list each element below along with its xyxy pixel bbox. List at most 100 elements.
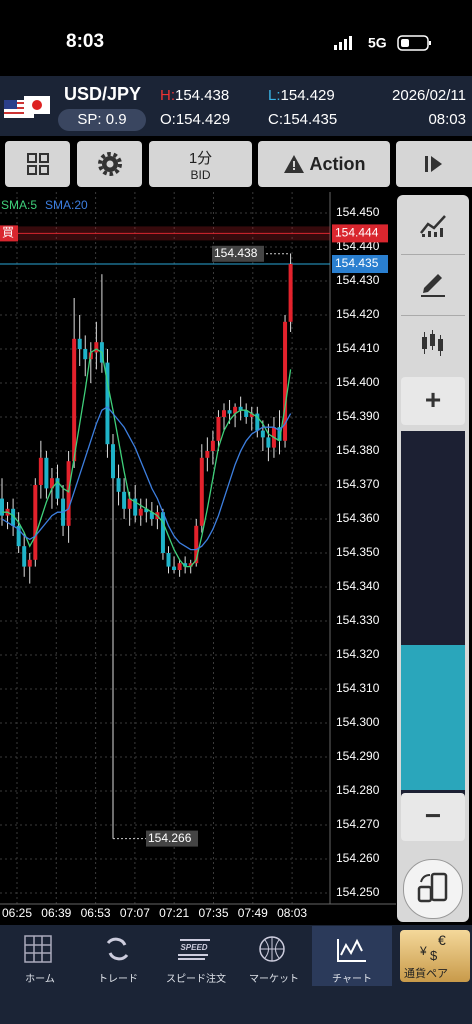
y-tick-label: 154.400 bbox=[336, 375, 380, 389]
pair-button[interactable]: € ¥ $ 通貨ペア bbox=[400, 930, 470, 982]
sma-line bbox=[1, 405, 292, 551]
candle-body bbox=[183, 563, 188, 567]
tab[interactable]: スピード注文 bbox=[166, 974, 226, 985]
candle-body bbox=[144, 508, 149, 513]
tab[interactable]: マーケット bbox=[249, 974, 299, 985]
high-value: 154.438 bbox=[175, 87, 230, 104]
y-tick-label: 154.450 bbox=[336, 205, 380, 219]
tab[interactable]: ホーム bbox=[25, 974, 55, 985]
candle-body bbox=[288, 264, 293, 322]
high-marker: 154.438 bbox=[214, 246, 258, 260]
x-tick-label: 08:03 bbox=[277, 906, 307, 920]
spread-label: SP: bbox=[77, 111, 102, 128]
low-marker-bg bbox=[146, 830, 198, 847]
action-label: Action bbox=[309, 153, 366, 174]
x-tick-label: 07:07 bbox=[120, 906, 150, 920]
legend-entry: SMA:5 bbox=[1, 198, 37, 212]
indicator-icon[interactable] bbox=[419, 211, 447, 239]
candle-body bbox=[49, 478, 54, 489]
pair-button-label: 通貨ペア bbox=[404, 968, 448, 980]
date: 2026/02/11 bbox=[392, 87, 466, 104]
candle-body bbox=[210, 440, 215, 451]
candle-body bbox=[105, 362, 110, 445]
candle-body bbox=[188, 563, 193, 567]
buy-price-bg bbox=[332, 224, 388, 243]
candle-body bbox=[33, 485, 38, 560]
y-tick-label: 154.390 bbox=[336, 409, 380, 423]
candle-body bbox=[283, 321, 288, 441]
legend-entry: SMA:20 bbox=[45, 198, 88, 212]
status-icons: 5G bbox=[334, 35, 431, 51]
low-value: 154.429 bbox=[280, 87, 335, 104]
pair-icon-yen: ¥ bbox=[420, 944, 427, 958]
candle-body bbox=[138, 508, 143, 516]
action-button[interactable]: Action bbox=[258, 141, 390, 187]
x-tick-label: 06:53 bbox=[81, 906, 111, 920]
open-value: 154.429 bbox=[175, 111, 231, 128]
pair-name: USD/JPY bbox=[64, 84, 142, 104]
candle-body bbox=[166, 553, 171, 567]
y-tick-label: 154.280 bbox=[336, 783, 380, 797]
draw-icon[interactable] bbox=[419, 269, 447, 297]
rotate-button[interactable] bbox=[403, 859, 463, 919]
tab[interactable]: トレード bbox=[98, 974, 138, 985]
status-time: 8:03 bbox=[66, 31, 105, 52]
y-tick-label: 154.420 bbox=[336, 307, 380, 321]
candle-body bbox=[238, 406, 243, 411]
sma-line bbox=[2, 348, 292, 568]
candle-body bbox=[177, 563, 182, 570]
current-price-bg bbox=[332, 255, 388, 273]
high-marker-bg bbox=[212, 245, 264, 262]
y-tick-label: 154.330 bbox=[336, 613, 380, 627]
y-tick-label: 154.250 bbox=[336, 885, 380, 899]
candle-body bbox=[260, 430, 265, 438]
candle-body bbox=[111, 444, 115, 479]
candle-body bbox=[0, 498, 4, 516]
candle-body bbox=[66, 461, 71, 526]
y-tick-label: 154.380 bbox=[336, 443, 380, 457]
candle-body bbox=[72, 338, 77, 462]
candle-body bbox=[22, 546, 27, 567]
candle-body bbox=[122, 491, 127, 509]
tab-icons: SPEED bbox=[24, 935, 366, 963]
buy-label-bg bbox=[0, 225, 18, 242]
buy-tag bbox=[0, 226, 330, 241]
y-tick-label: 154.270 bbox=[336, 817, 380, 831]
high-label: H: bbox=[160, 87, 175, 104]
candle-body bbox=[205, 451, 210, 458]
layout-button[interactable] bbox=[5, 141, 70, 187]
candle-body bbox=[233, 406, 238, 414]
buy-price: 154.444 bbox=[335, 226, 379, 240]
zoom-out[interactable]: − bbox=[401, 793, 465, 841]
y-tick-label: 154.260 bbox=[336, 851, 380, 865]
spread-value: 0.9 bbox=[105, 111, 127, 128]
time: 08:03 bbox=[428, 111, 466, 128]
header-bar: USD/JPY SP: 0.9 H:154.438 L:154.429 O:15… bbox=[0, 76, 472, 136]
candle-body bbox=[77, 338, 82, 349]
interval-button[interactable]: 1分 BID bbox=[149, 141, 252, 187]
candle-icon[interactable] bbox=[419, 329, 447, 357]
y-tick-label: 154.310 bbox=[336, 681, 380, 695]
candle-body bbox=[38, 457, 43, 485]
candle-body bbox=[216, 417, 221, 441]
tab[interactable]: チャート bbox=[332, 974, 372, 985]
x-tick-label: 06:25 bbox=[2, 906, 32, 920]
candle-body bbox=[55, 478, 60, 499]
zoom-in[interactable]: + bbox=[401, 377, 465, 425]
candle-body bbox=[149, 512, 154, 519]
close-value: 154.435 bbox=[283, 111, 338, 128]
buy-label: 買 bbox=[2, 226, 14, 240]
zoom-slider-fill bbox=[401, 645, 465, 790]
interval: 1分 bbox=[188, 149, 213, 167]
current-price: 154.435 bbox=[335, 256, 379, 270]
candle-body bbox=[277, 427, 282, 441]
tab-bar bbox=[0, 925, 472, 1024]
candle-body bbox=[116, 478, 121, 492]
y-tick-label: 154.350 bbox=[336, 545, 380, 559]
candle-body bbox=[266, 437, 271, 448]
active-tab-bg bbox=[312, 926, 392, 986]
play-button[interactable] bbox=[396, 141, 472, 187]
settings-button[interactable] bbox=[77, 141, 142, 187]
candle-body bbox=[27, 559, 32, 567]
